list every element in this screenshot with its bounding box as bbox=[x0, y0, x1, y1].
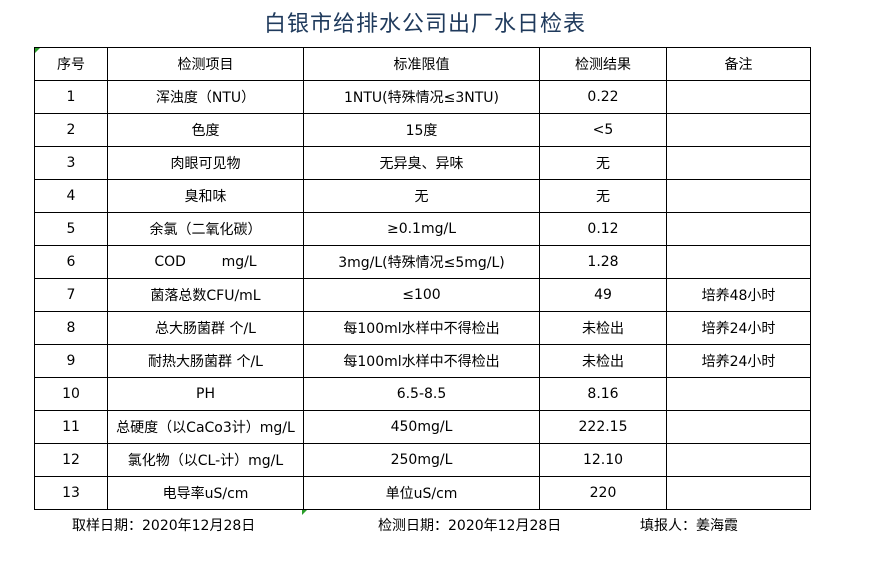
test-item-cell: 余氯（二氧化碳） bbox=[107, 212, 304, 246]
standard-limit-cell: 450mg/L bbox=[303, 410, 540, 444]
test-result-cell: 无 bbox=[539, 179, 667, 213]
test-item-cell: 电导率uS/cm bbox=[107, 476, 304, 510]
test-result-cell: 无 bbox=[539, 146, 667, 180]
test-date: 检测日期：2020年12月28日 bbox=[378, 518, 562, 534]
remark-cell bbox=[666, 410, 811, 444]
remark-cell bbox=[666, 212, 811, 246]
standard-limit-cell: ≥0.1mg/L bbox=[303, 212, 540, 246]
table-row: 9 耐热大肠菌群 个/L 每100ml水样中不得检出 未检出 培养24小时 bbox=[34, 344, 811, 378]
test-item-cell: 耐热大肠菌群 个/L bbox=[107, 344, 304, 378]
row-number-cell: 11 bbox=[34, 410, 108, 444]
sample-date: 取样日期：2020年12月28日 bbox=[72, 518, 256, 534]
row-number-cell: 12 bbox=[34, 443, 108, 477]
remark-cell bbox=[666, 179, 811, 213]
remark-cell bbox=[666, 443, 811, 477]
table-row: 5 余氯（二氧化碳） ≥0.1mg/L 0.12 bbox=[34, 212, 811, 246]
remark-cell bbox=[666, 377, 811, 411]
test-item-cell: 总硬度（以CaCo3计）mg/L bbox=[107, 410, 304, 444]
test-result-cell: 未检出 bbox=[539, 344, 667, 378]
row-number-cell: 6 bbox=[34, 245, 108, 279]
remark-cell bbox=[666, 113, 811, 147]
standard-limit-cell: 每100ml水样中不得检出 bbox=[303, 311, 540, 345]
cell-marker bbox=[302, 510, 307, 515]
test-result-cell: 49 bbox=[539, 278, 667, 312]
test-item-cell: 色度 bbox=[107, 113, 304, 147]
test-result-cell: 1.28 bbox=[539, 245, 667, 279]
standard-limit-cell: 无 bbox=[303, 179, 540, 213]
remark-cell bbox=[666, 146, 811, 180]
header-cell: 备注 bbox=[666, 47, 811, 81]
test-result-cell: 8.16 bbox=[539, 377, 667, 411]
standard-limit-cell: 3mg/L(特殊情况≤5mg/L) bbox=[303, 245, 540, 279]
table-row: 8 总大肠菌群 个/L 每100ml水样中不得检出 未检出 培养24小时 bbox=[34, 311, 811, 345]
standard-limit-cell: 6.5-8.5 bbox=[303, 377, 540, 411]
row-number-cell: 4 bbox=[34, 179, 108, 213]
row-number-cell: 13 bbox=[34, 476, 108, 510]
table-row: 2 色度 15度 <5 bbox=[34, 113, 811, 147]
row-number-cell: 1 bbox=[34, 80, 108, 114]
row-number-cell: 2 bbox=[34, 113, 108, 147]
test-item-cell: 总大肠菌群 个/L bbox=[107, 311, 304, 345]
test-result-cell: 220 bbox=[539, 476, 667, 510]
remark-cell: 培养48小时 bbox=[666, 278, 811, 312]
row-number-cell: 7 bbox=[34, 278, 108, 312]
test-item-cell: COD mg/L bbox=[107, 245, 304, 279]
test-result-cell: 12.10 bbox=[539, 443, 667, 477]
standard-limit-cell: 1NTU(特殊情况≤3NTU) bbox=[303, 80, 540, 114]
header-cell: 序号 bbox=[34, 47, 108, 81]
remark-cell bbox=[666, 80, 811, 114]
reporter: 填报人：姜海霞 bbox=[640, 518, 738, 534]
test-result-cell: 未检出 bbox=[539, 311, 667, 345]
test-item-cell: 氯化物（以CL-计）mg/L bbox=[107, 443, 304, 477]
standard-limit-cell: 250mg/L bbox=[303, 443, 540, 477]
test-result-cell: 0.22 bbox=[539, 80, 667, 114]
remark-cell: 培养24小时 bbox=[666, 311, 811, 345]
test-result-cell: <5 bbox=[539, 113, 667, 147]
standard-limit-cell: 15度 bbox=[303, 113, 540, 147]
header-cell: 检测项目 bbox=[107, 47, 304, 81]
test-item-cell: 菌落总数CFU/mL bbox=[107, 278, 304, 312]
row-number-cell: 3 bbox=[34, 146, 108, 180]
remark-cell: 培养24小时 bbox=[666, 344, 811, 378]
row-number-cell: 8 bbox=[34, 311, 108, 345]
row-number-cell: 10 bbox=[34, 377, 108, 411]
inspection-table: 序号 检测项目 标准限值 检测结果 备注 1 浑浊度（NTU） 1NTU(特殊情况≤… bbox=[34, 47, 811, 510]
standard-limit-cell: 无异臭、异味 bbox=[303, 146, 540, 180]
table-row: 12 氯化物（以CL-计）mg/L 250mg/L 12.10 bbox=[34, 443, 811, 477]
test-item-cell: PH bbox=[107, 377, 304, 411]
table-row: 1 浑浊度（NTU） 1NTU(特殊情况≤3NTU) 0.22 bbox=[34, 80, 811, 114]
test-item-cell: 臭和味 bbox=[107, 179, 304, 213]
row-number-cell: 5 bbox=[34, 212, 108, 246]
table-header-row: 序号 检测项目 标准限值 检测结果 备注 bbox=[34, 47, 811, 81]
remark-cell bbox=[666, 476, 811, 510]
table-row: 10 PH 6.5-8.5 8.16 bbox=[34, 377, 811, 411]
table-row: 6 COD mg/L 3mg/L(特殊情况≤5mg/L) 1.28 bbox=[34, 245, 811, 279]
test-item-cell: 肉眼可见物 bbox=[107, 146, 304, 180]
row-number-cell: 9 bbox=[34, 344, 108, 378]
table-row: 13 电导率uS/cm 单位uS/cm 220 bbox=[34, 476, 811, 510]
table-row: 3 肉眼可见物 无异臭、异味无 bbox=[34, 146, 811, 180]
test-result-cell: 222.15 bbox=[539, 410, 667, 444]
test-item-cell: 浑浊度（NTU） bbox=[107, 80, 304, 114]
remark-cell bbox=[666, 245, 811, 279]
standard-limit-cell: 每100ml水样中不得检出 bbox=[303, 344, 540, 378]
page-title: 白银市给排水公司出厂水日检表 bbox=[263, 12, 586, 37]
test-result-cell: 0.12 bbox=[539, 212, 667, 246]
table-row: 11 总硬度（以CaCo3计）mg/L 450mg/L 222.15 bbox=[34, 410, 811, 444]
standard-limit-cell: ≤100 bbox=[303, 278, 540, 312]
table-row: 4 臭和味无无 bbox=[34, 179, 811, 213]
table-row: 7 菌落总数CFU/mL ≤100 49 培养48小时 bbox=[34, 278, 811, 312]
standard-limit-cell: 单位uS/cm bbox=[303, 476, 540, 510]
header-cell: 标准限值 bbox=[303, 47, 540, 81]
header-cell: 检测结果 bbox=[539, 47, 667, 81]
